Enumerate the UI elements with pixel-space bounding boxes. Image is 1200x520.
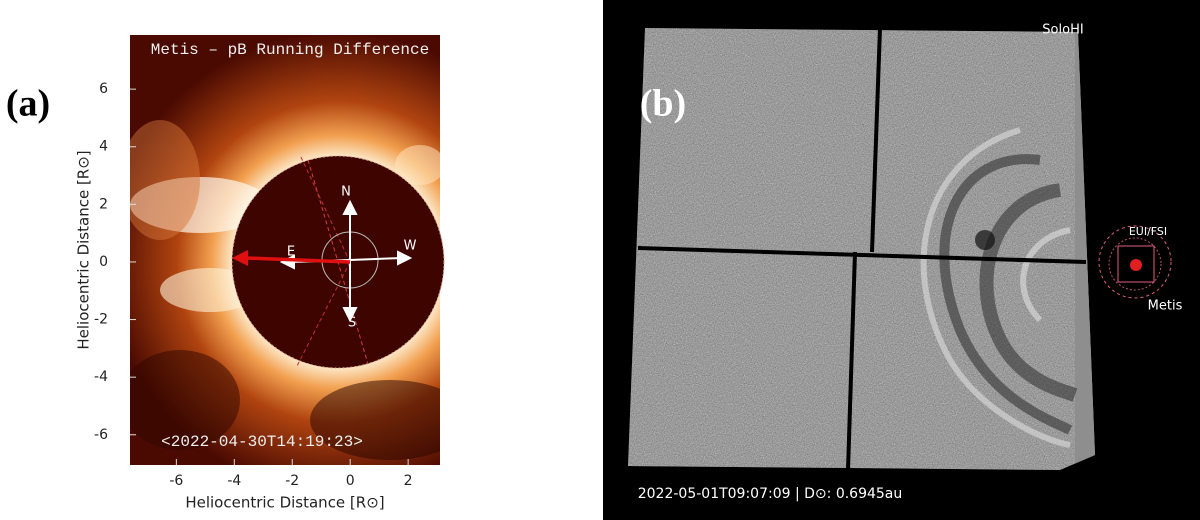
panel-b-timestamp: 2022-05-01T09:07:09 | D⊙: 0.6945au	[638, 486, 903, 502]
panel-b-label: (b)	[640, 83, 686, 125]
x-tick-label: -2	[285, 473, 299, 489]
x-tick-label: 0	[346, 473, 355, 489]
y-tick-label: -6	[94, 427, 108, 443]
y-tick-label: -2	[94, 312, 108, 328]
inset-label-metis: Metis	[1148, 299, 1183, 314]
panel-a-label: (a)	[6, 83, 50, 125]
y-tick-label: 4	[99, 139, 108, 155]
compass-north: N	[341, 185, 351, 200]
x-tick-label: -6	[169, 473, 183, 489]
cme-direction-arrow	[245, 256, 351, 264]
y-tick-label: 6	[99, 81, 108, 97]
y-tick-label: 0	[99, 254, 108, 270]
y-axis-label: Heliocentric Distance [R⊙]	[75, 150, 93, 349]
x-tick-label: -4	[227, 473, 241, 489]
fov-inset	[1098, 225, 1172, 299]
compass-south: S	[348, 316, 356, 331]
x-tick-label: 2	[404, 473, 413, 489]
axes: -6 -4 -2 0 2 -6 -4 -2 0 2 4 6	[94, 81, 413, 489]
inset-label-fsi: EUI/FSI	[1129, 225, 1167, 238]
panel-a-title: Metis – pB Running Difference	[151, 41, 429, 59]
panel-a: N S E W Metis – pB Running Difference <2…	[6, 35, 445, 512]
y-tick-label: 2	[99, 196, 108, 212]
cme-sector-edge	[295, 261, 351, 369]
cme-sector-edge	[299, 154, 351, 263]
compass-west: W	[404, 239, 417, 254]
compass-east: E	[287, 245, 295, 260]
detector-gaps	[637, 27, 1087, 471]
x-axis-label: Heliocentric Distance [R⊙]	[185, 494, 384, 512]
cme-front	[920, 127, 1078, 448]
panel-a-timestamp: <2022-04-30T14:19:23>	[161, 433, 363, 451]
panel-b: EUI/FSI Metis SoloHI 2022-05-01T09:07:09…	[603, 0, 1200, 520]
instrument-label: SoloHI	[1042, 23, 1083, 38]
y-tick-label: -4	[94, 369, 108, 385]
cme-direction-arrowhead	[232, 250, 248, 266]
